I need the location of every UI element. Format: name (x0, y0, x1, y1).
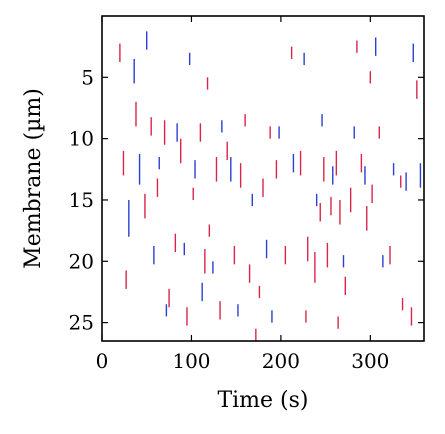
x-axis-label: Time (s) (217, 388, 308, 413)
y-tick-label: 25 (69, 311, 94, 335)
y-tick-label: 5 (81, 65, 94, 89)
x-tick-label: 300 (351, 349, 389, 373)
y-tick-label: 15 (69, 188, 94, 212)
y-tick-label: 20 (69, 249, 94, 273)
y-tick-label: 10 (69, 127, 94, 151)
x-tick-label: 0 (96, 349, 109, 373)
axes: 0 100 200 300 5 10 15 20 25 (69, 16, 424, 373)
data-marks (119, 31, 422, 341)
x-tick-label: 200 (262, 349, 300, 373)
x-tick-label: 100 (172, 349, 210, 373)
y-axis-label: Membrane (µm) (21, 88, 46, 269)
plot-frame (101, 15, 425, 342)
